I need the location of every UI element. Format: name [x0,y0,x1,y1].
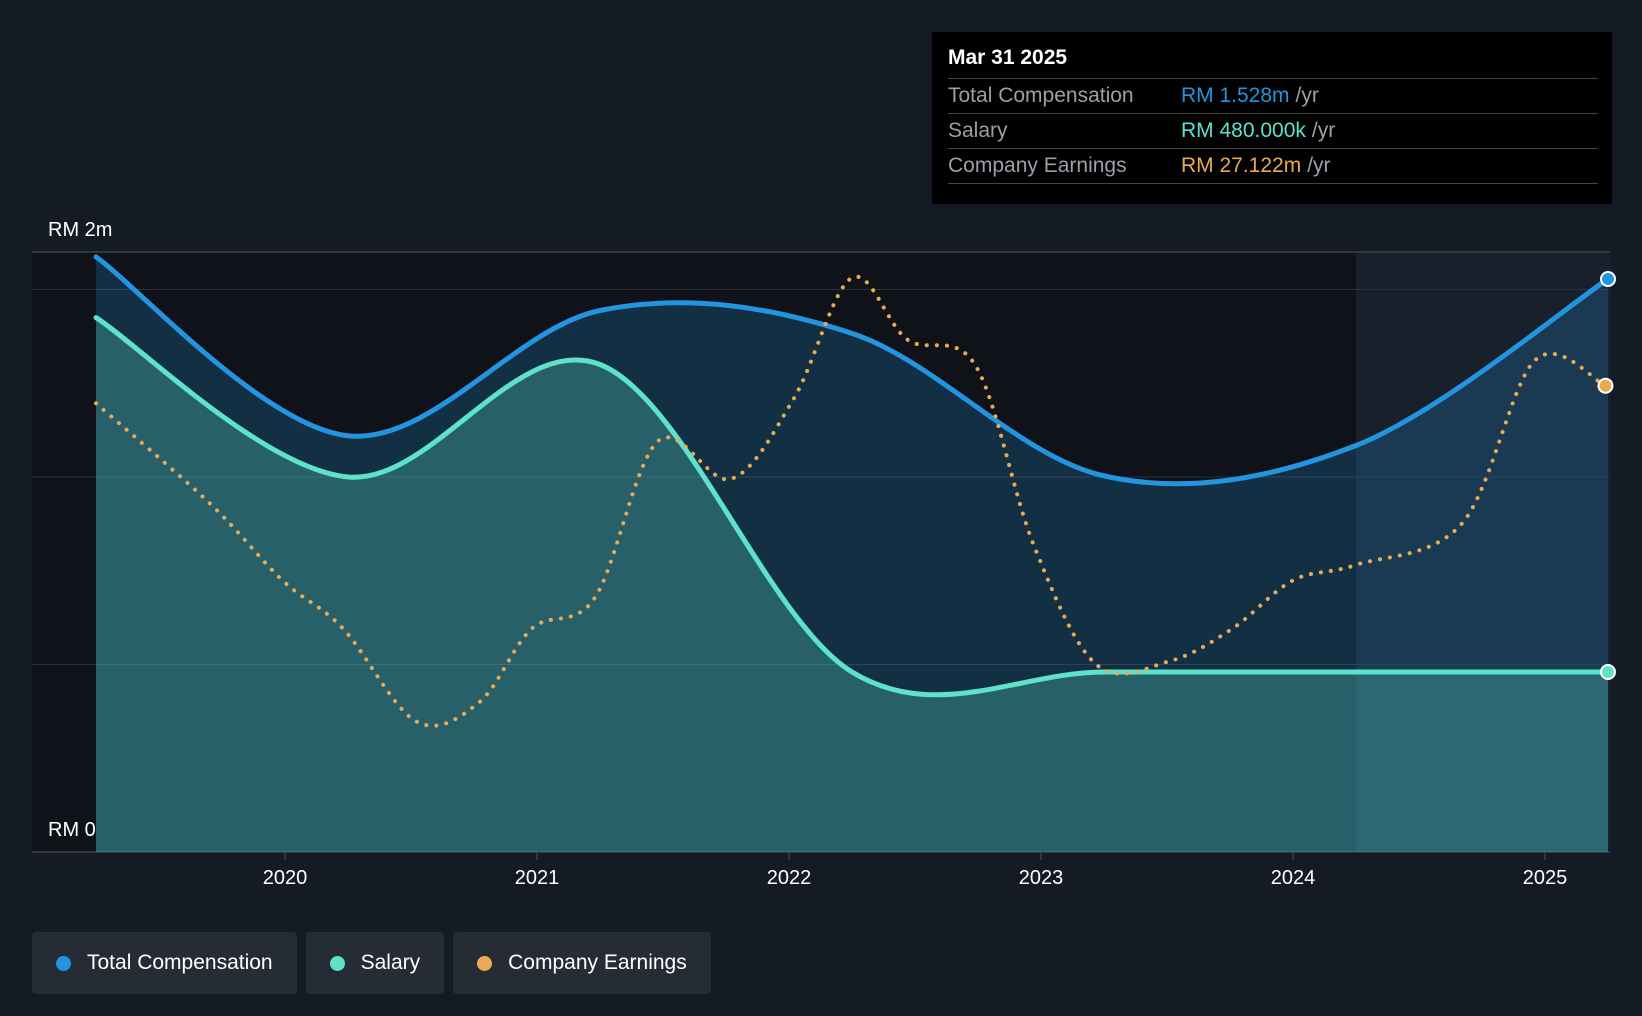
series-area [96,256,1608,852]
legend-salary[interactable]: Salary [305,932,445,994]
tooltip-unit: /yr [1307,154,1331,177]
legend-dot-icon [477,955,493,971]
tooltip-row-earnings: Company Earnings RM 27.122m /yr [948,148,1598,184]
series-line-salary [93,315,1611,698]
legend-company-earnings[interactable]: Company Earnings [453,932,711,994]
x-tick-label: 2023 [1019,867,1064,889]
tooltip-row-salary: Salary RM 480.000k /yr [948,113,1598,148]
x-tick-label: 2020 [263,867,308,889]
x-tick-label: 2025 [1523,867,1568,889]
tooltip-unit: /yr [1311,119,1336,142]
tooltip-value: RM 27.122m [1181,154,1302,177]
series-endpoint-marker [1600,664,1616,680]
legend-dot-icon [329,955,345,971]
tooltip-unit: /yr [1295,84,1319,107]
series-endpoint-marker [1600,271,1616,287]
tooltip-label: Salary [948,119,1008,142]
x-tick-label: 2021 [515,867,560,889]
tooltip-value: RM 480.000k [1181,119,1306,142]
tooltip-label: Company Earnings [948,154,1127,177]
y-label-bottom: RM 0 [48,819,96,841]
legend-label: Company Earnings [508,951,687,974]
series-area [96,317,1608,852]
legend-label: Salary [360,951,421,974]
series-line-total-compensation [93,254,1611,487]
series-endpoint-marker [1597,377,1614,394]
legend-total-compensation[interactable]: Total Compensation [32,932,297,994]
tooltip-value: RM 1.528m [1181,84,1290,107]
forecast-shade [1356,252,1611,852]
y-label-top: RM 2m [48,219,112,241]
x-tick-label: 2024 [1271,867,1316,889]
legend: Total Compensation Salary Company Earnin… [32,932,711,994]
legend-dot-icon [56,955,71,971]
x-tick-label: 2022 [767,867,812,889]
tooltip-date: Mar 31 2025 [948,46,1068,69]
plot-background [32,252,1359,852]
tooltip-row-total: Total Compensation RM 1.528m /yr [948,78,1598,113]
tooltip: Mar 31 2025 Total Compensation RM 1.528m… [932,32,1612,204]
legend-label: Total Compensation [87,951,273,974]
tooltip-label: Total Compensation [948,84,1134,107]
